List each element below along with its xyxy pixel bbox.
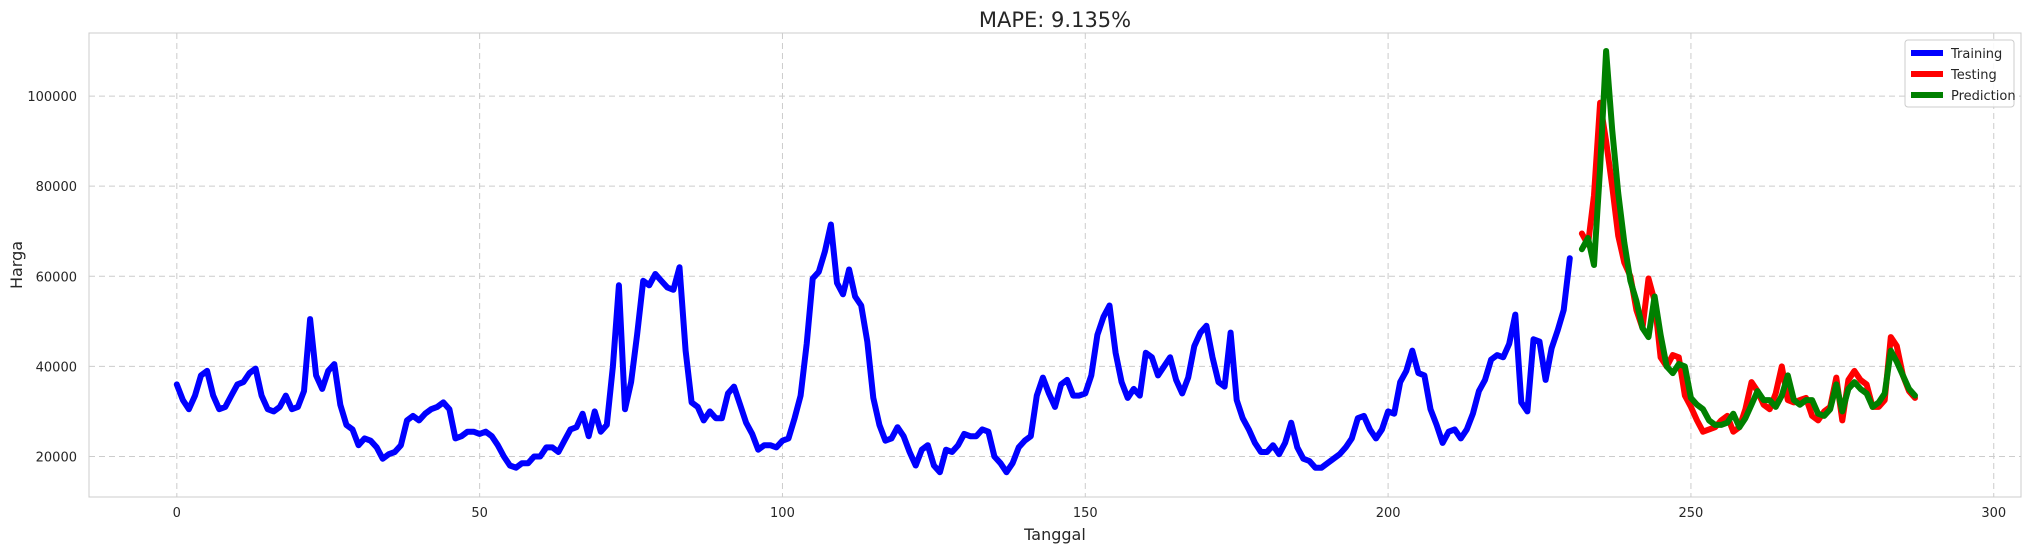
chart-title: MAPE: 9.135% (979, 8, 1131, 32)
x-tick-label: 250 (1679, 506, 1704, 521)
x-tick-label: 200 (1376, 506, 1401, 521)
legend-label-prediction: Prediction (1951, 89, 2016, 104)
series-line-prediction (1578, 48, 1918, 431)
y-tick-label: 80000 (36, 180, 77, 195)
grid (89, 33, 2021, 497)
legend-label-training: Training (1950, 47, 2002, 62)
y-tick-label: 40000 (36, 360, 77, 375)
x-tick-label: 100 (770, 506, 795, 521)
legend-box (1904, 39, 2015, 108)
legend: Training Testing Prediction (1904, 39, 2016, 108)
y-axis-label: Harga (7, 241, 26, 289)
x-tick-label: 50 (471, 506, 488, 521)
x-tick-label: 0 (173, 506, 181, 521)
y-tick-label: 20000 (36, 450, 77, 465)
series-line-training (173, 221, 1573, 476)
tick-labels: 0 50 100 150 200 250 300 20000 40000 60000 80000 10… (27, 90, 2006, 521)
y-tick-label: 60000 (36, 270, 77, 285)
x-tick-label: 300 (1981, 506, 2006, 521)
x-tick-label: 150 (1073, 506, 1098, 521)
series-group (173, 48, 1918, 476)
y-tick-label: 100000 (27, 90, 77, 105)
legend-label-testing: Testing (1950, 68, 1997, 83)
x-axis-label: Tanggal (1023, 525, 1086, 544)
